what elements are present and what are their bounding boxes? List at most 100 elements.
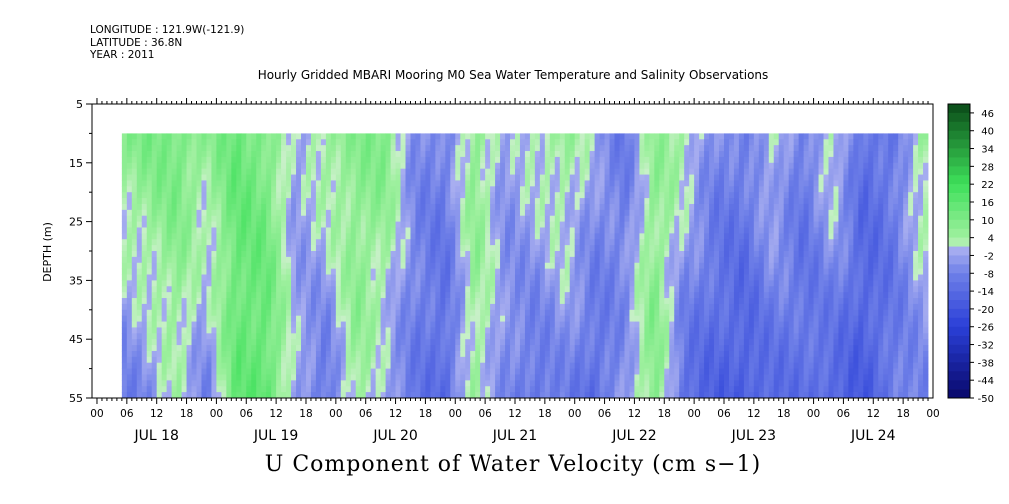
heatmap-cell [181, 145, 187, 152]
heatmap-cell [345, 280, 352, 287]
heatmap-cell [241, 221, 247, 228]
heatmap-cell [624, 327, 630, 334]
heatmap-cell [654, 151, 660, 158]
heatmap-cell [604, 333, 610, 340]
heatmap-cell [584, 209, 591, 217]
heatmap-cell [445, 368, 451, 375]
heatmap-cell [430, 239, 436, 246]
heatmap-cell [305, 251, 312, 258]
heatmap-cell [126, 268, 133, 275]
heatmap-cell [171, 251, 177, 258]
heatmap-cell [161, 215, 168, 222]
heatmap-cell [524, 392, 531, 399]
heatmap-cell [619, 368, 625, 375]
heatmap-cell [589, 298, 596, 305]
heatmap-cell [266, 133, 272, 140]
heatmap-cell [634, 374, 640, 381]
heatmap-cell [196, 198, 202, 205]
heatmap-cell [480, 174, 486, 181]
heatmap-cell [664, 239, 670, 246]
heatmap-cell [176, 227, 182, 234]
heatmap-cell [370, 251, 377, 258]
heatmap-cell [126, 327, 133, 334]
heatmap-cell [669, 203, 675, 211]
heatmap-cell [206, 262, 212, 270]
heatmap-cell [136, 251, 143, 258]
heatmap-cell [370, 368, 377, 375]
heatmap-cell [609, 274, 615, 281]
heatmap-cell [345, 362, 352, 369]
heatmap-cell [410, 303, 416, 311]
heatmap-cell [291, 274, 297, 281]
heatmap-cell [584, 245, 591, 252]
heatmap-cell [166, 203, 173, 211]
heatmap-cell [141, 186, 148, 193]
heatmap-cell [241, 262, 247, 270]
heatmap-cell [320, 315, 327, 322]
heatmap-cell [256, 345, 262, 352]
heatmap-cell [296, 145, 302, 152]
heatmap-cell [266, 262, 272, 270]
heatmap-cell [430, 215, 436, 222]
heatmap-cell [445, 333, 451, 340]
heatmap-cell [226, 245, 232, 252]
heatmap-cell [355, 280, 362, 287]
heatmap-cell [619, 215, 625, 222]
heatmap-cell [514, 168, 521, 175]
heatmap-cell [271, 233, 277, 240]
heatmap-cell [345, 292, 352, 299]
heatmap-cell [221, 209, 227, 217]
heatmap-cell [475, 156, 481, 164]
heatmap-cell [410, 262, 416, 270]
heatmap-cell [465, 245, 471, 252]
heatmap-cell [310, 339, 317, 346]
heatmap-cell [201, 239, 207, 246]
heatmap-cell [390, 256, 396, 264]
heatmap-cell [355, 327, 362, 334]
heatmap-cell [360, 345, 367, 352]
heatmap-cell [539, 380, 546, 387]
heatmap-cell [495, 292, 501, 299]
heatmap-cell [236, 139, 242, 146]
heatmap-cell [330, 303, 337, 311]
heatmap-cell [236, 133, 242, 140]
heatmap-cell [505, 168, 511, 175]
heatmap-cell [539, 327, 546, 334]
heatmap-cell [519, 227, 526, 234]
heatmap-cell [619, 239, 625, 246]
heatmap-cell [236, 251, 242, 258]
heatmap-cell [390, 168, 396, 175]
heatmap-cell [320, 286, 327, 293]
heatmap-cell [186, 368, 192, 375]
heatmap-cell [191, 362, 197, 369]
heatmap-cell [216, 245, 222, 252]
heatmap-cell [599, 350, 605, 358]
heatmap-cell [519, 286, 526, 293]
heatmap-cell [485, 192, 491, 199]
heatmap-cell [604, 133, 610, 140]
heatmap-cell [375, 162, 382, 170]
heatmap-cell [574, 215, 581, 222]
heatmap-cell [614, 251, 620, 258]
heatmap-cell [340, 139, 347, 146]
heatmap-cell [340, 251, 347, 258]
heatmap-cell [286, 162, 292, 170]
heatmap-cell [350, 315, 357, 322]
heatmap-cell [305, 145, 312, 152]
heatmap-cell [380, 392, 387, 399]
heatmap-cell [400, 321, 406, 328]
heatmap-cell [161, 356, 168, 364]
heatmap-cell [281, 345, 287, 352]
heatmap-cell [460, 215, 466, 222]
heatmap-cell [495, 251, 501, 258]
heatmap-cell [236, 262, 242, 270]
heatmap-cell [256, 339, 262, 346]
heatmap-cell [191, 298, 197, 305]
heatmap-cell [335, 168, 342, 175]
heatmap-cell [226, 345, 232, 352]
heatmap-cell [450, 280, 456, 287]
heatmap-cell [634, 168, 640, 175]
heatmap-cell [216, 286, 222, 293]
heatmap-cell [624, 139, 630, 146]
heatmap-cell [510, 386, 516, 393]
